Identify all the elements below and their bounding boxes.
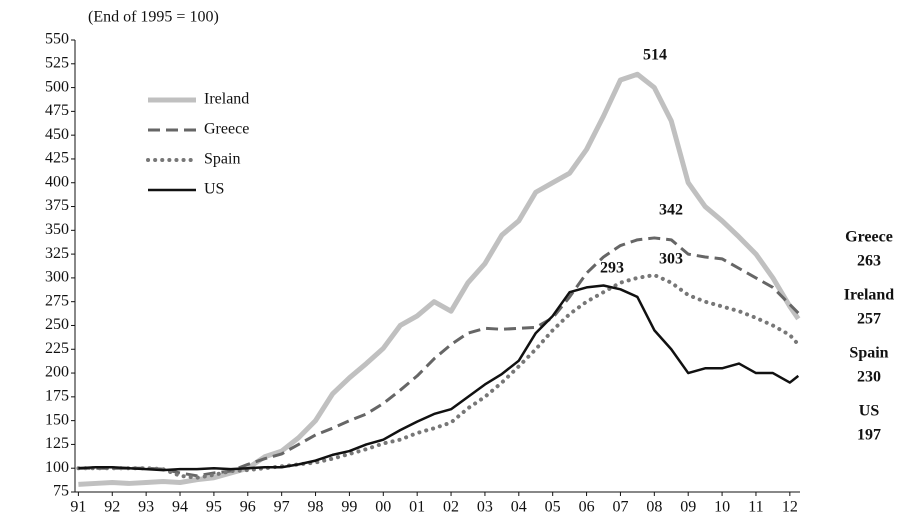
- end-label-value: 257: [857, 311, 881, 328]
- x-tick-label: 04: [511, 499, 527, 516]
- y-tick-label: 525: [45, 54, 69, 71]
- peak-label: 342: [659, 202, 683, 219]
- x-tick-label: 06: [579, 499, 595, 516]
- x-tick-label: 97: [274, 499, 290, 516]
- peak-label: 303: [659, 251, 683, 268]
- y-tick-label: 425: [45, 150, 69, 167]
- series-line: [78, 236, 800, 478]
- y-tick-label: 150: [45, 411, 69, 428]
- y-tick-label: 225: [45, 340, 69, 357]
- legend-label: US: [204, 181, 224, 198]
- end-label-name: US: [859, 403, 880, 420]
- y-tick-label: 550: [45, 31, 69, 48]
- end-label-value: 263: [857, 253, 881, 270]
- legend-label: Greece: [204, 121, 249, 138]
- end-label-value: 197: [857, 427, 881, 444]
- y-tick-label: 175: [45, 388, 69, 405]
- x-tick-label: 95: [206, 499, 222, 516]
- y-tick-label: 500: [45, 78, 69, 95]
- x-tick-label: 96: [240, 499, 256, 516]
- y-tick-label: 275: [45, 292, 69, 309]
- x-tick-label: 02: [443, 499, 459, 516]
- legend-label: Spain: [204, 151, 240, 168]
- x-tick-label: 11: [748, 499, 763, 516]
- x-tick-label: 10: [714, 499, 730, 516]
- x-tick-label: 01: [409, 499, 425, 516]
- y-tick-label: 350: [45, 221, 69, 238]
- end-label-name: Ireland: [844, 287, 894, 304]
- peak-label: 293: [600, 260, 624, 277]
- x-tick-label: 00: [375, 499, 391, 516]
- series-line: [76, 273, 801, 480]
- end-label-value: 230: [857, 369, 881, 386]
- x-tick-label: 12: [782, 499, 798, 516]
- x-tick-label: 08: [646, 499, 662, 516]
- y-tick-label: 75: [53, 483, 69, 500]
- legend-label: Ireland: [204, 91, 249, 108]
- y-tick-label: 125: [45, 435, 69, 452]
- y-tick-label: 100: [45, 459, 69, 476]
- y-tick-label: 450: [45, 126, 69, 143]
- y-tick-label: 250: [45, 316, 69, 333]
- x-tick-label: 92: [104, 499, 120, 516]
- peak-label: 514: [643, 47, 667, 64]
- x-tick-label: 09: [680, 499, 696, 516]
- series-line: [78, 284, 800, 472]
- x-tick-label: 99: [341, 499, 357, 516]
- y-tick-label: 375: [45, 197, 69, 214]
- x-tick-label: 07: [612, 499, 628, 516]
- y-tick-label: 400: [45, 173, 69, 190]
- x-tick-label: 05: [545, 499, 561, 516]
- y-tick-label: 200: [45, 364, 69, 381]
- x-tick-label: 94: [172, 499, 188, 516]
- y-tick-label: 300: [45, 269, 69, 286]
- x-tick-label: 98: [308, 499, 324, 516]
- chart-subtitle: (End of 1995 = 100): [88, 9, 219, 26]
- series-line: [78, 71, 801, 487]
- y-tick-label: 475: [45, 102, 69, 119]
- end-label-name: Spain: [849, 345, 888, 362]
- end-label-name: Greece: [845, 229, 893, 246]
- y-tick-label: 325: [45, 245, 69, 262]
- x-tick-label: 03: [477, 499, 493, 516]
- x-tick-label: 93: [138, 499, 154, 516]
- x-tick-label: 91: [70, 499, 86, 516]
